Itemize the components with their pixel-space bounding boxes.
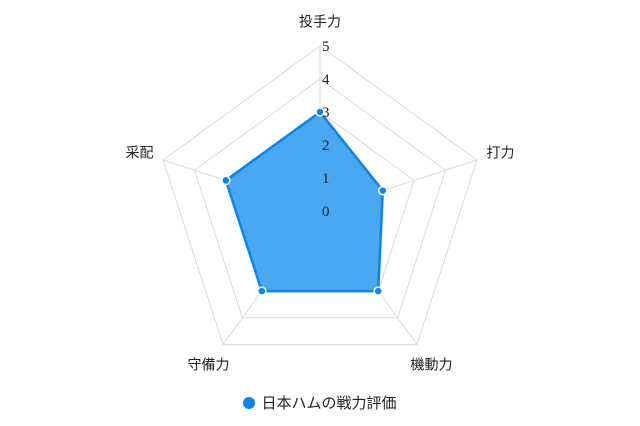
- legend[interactable]: 日本ハムの戦力評価: [0, 392, 640, 413]
- data-point[interactable]: [257, 286, 267, 296]
- series-area: [224, 110, 385, 293]
- axis-label: 機動力: [411, 358, 453, 374]
- axis-label: 守備力: [187, 358, 229, 374]
- axis-label: 采配: [126, 145, 154, 161]
- legend-marker: [243, 396, 256, 409]
- grid-ring: [193, 78, 447, 319]
- axis-label: 投手力: [299, 14, 341, 30]
- r-tick-label: 0: [322, 204, 330, 220]
- legend-label: 日本ハムの戦力評価: [261, 394, 397, 412]
- r-tick-label: 3: [322, 105, 330, 121]
- r-tick-label: 5: [322, 39, 330, 55]
- axis-label: 打力: [486, 144, 514, 161]
- grid-ring: [162, 45, 478, 345]
- data-point[interactable]: [221, 175, 231, 186]
- r-tick-label: 1: [322, 171, 330, 187]
- r-tick-label: 4: [322, 72, 330, 88]
- data-point[interactable]: [373, 286, 383, 296]
- data-point[interactable]: [315, 107, 325, 117]
- r-tick-label: 2: [322, 138, 330, 154]
- data-point[interactable]: [378, 185, 388, 196]
